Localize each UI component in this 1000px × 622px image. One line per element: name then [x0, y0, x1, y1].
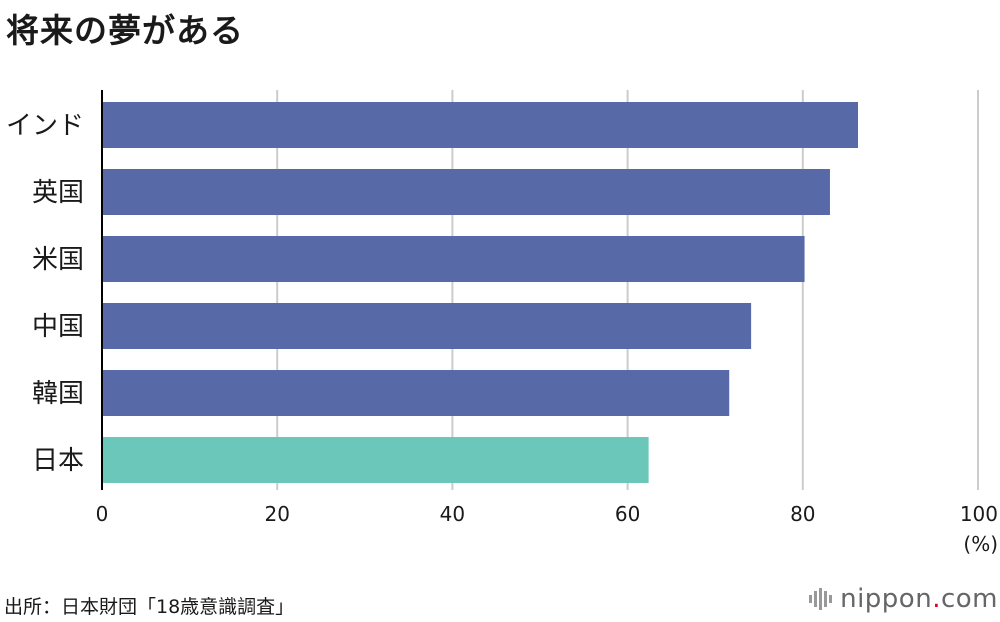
- bar: [102, 102, 858, 148]
- x-tick-label: 60: [615, 502, 640, 526]
- logo-dot: .: [932, 584, 941, 614]
- x-tick-label: 80: [790, 502, 815, 526]
- nippon-logo: nippon.com: [808, 584, 998, 614]
- bar: [102, 303, 752, 349]
- category-label: インド: [6, 111, 84, 141]
- logo-name: nippon: [840, 584, 933, 614]
- category-label: 英国: [32, 178, 84, 208]
- x-tick-label: 40: [440, 502, 465, 526]
- category-label: 日本: [32, 446, 84, 476]
- x-tick-label: 100: [960, 502, 998, 526]
- x-tick-label: 20: [264, 502, 289, 526]
- bar: [102, 370, 730, 416]
- x-tick-label: 0: [96, 502, 109, 526]
- logo-text: nippon.com: [840, 584, 998, 614]
- bar: [102, 169, 830, 215]
- nippon-logo-icon: [809, 588, 833, 610]
- source-note: 出所：日本財団「18歳意識調査」: [4, 596, 295, 618]
- category-label: 中国: [32, 312, 84, 342]
- bar: [102, 236, 805, 282]
- x-axis-unit: (%): [963, 532, 998, 556]
- bar: [102, 437, 649, 483]
- category-label: 米国: [32, 245, 84, 275]
- chart-title: 将来の夢がある: [6, 11, 244, 50]
- logo-suffix: com: [940, 584, 998, 614]
- category-label: 韓国: [32, 379, 84, 409]
